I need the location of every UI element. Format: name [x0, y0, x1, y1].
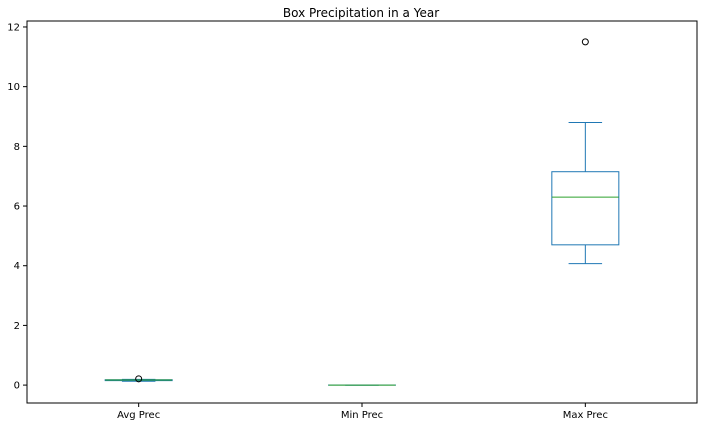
boxes-group — [104, 38, 620, 386]
box-max-prec — [551, 38, 620, 265]
x-tick-label: Max Prec — [563, 410, 608, 421]
chart-title: Box Precipitation in a Year — [283, 6, 439, 20]
y-tick-label: 10 — [7, 82, 20, 93]
y-tick-label: 4 — [14, 261, 20, 272]
plot-frame — [26, 20, 698, 404]
x-tick-label: Min Prec — [341, 410, 383, 421]
y-tick-label: 6 — [14, 202, 20, 213]
outlier-point — [581, 38, 589, 46]
y-tick-label: 12 — [7, 22, 20, 33]
box-rect — [551, 171, 620, 246]
x-axis: Avg Prec Min Prec Max Prec — [117, 403, 608, 421]
y-tick-label: 8 — [14, 142, 20, 153]
outlier-point — [135, 375, 143, 383]
y-tick-label: 0 — [14, 381, 20, 392]
box-avg-prec — [104, 375, 173, 383]
x-tick-label: Avg Prec — [117, 410, 160, 421]
y-tick-label: 2 — [14, 321, 20, 332]
y-axis: 0 2 4 6 8 10 12 — [7, 22, 27, 392]
